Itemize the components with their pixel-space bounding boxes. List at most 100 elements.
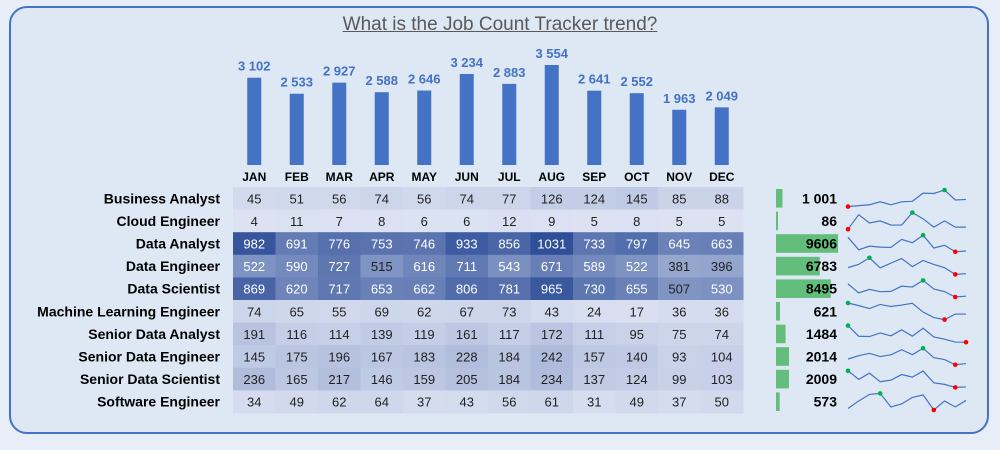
heatmap-cell-value: 522	[243, 259, 265, 274]
heatmap-cell	[573, 367, 616, 391]
heatmap-cell-value: 159	[413, 372, 435, 387]
bar-value-label: 2 552	[620, 74, 653, 89]
bar-value-label: 2 049	[705, 88, 738, 103]
heatmap-cell-value: 36	[672, 304, 686, 319]
bar-value-label: 2 883	[493, 65, 526, 80]
heatmap-cell	[360, 187, 404, 211]
heatmap-cell	[445, 232, 489, 256]
heatmap-cell-value: 93	[672, 350, 686, 365]
heatmap-cell	[233, 345, 276, 369]
heatmap-cell-value: 653	[371, 282, 393, 297]
heatmap-cell-value: 236	[243, 372, 265, 387]
total-bar	[776, 392, 780, 411]
heatmap-cell	[700, 345, 744, 369]
heatmap-cell-value: 24	[587, 304, 601, 319]
heatmap-cell-value: 157	[583, 350, 605, 365]
heatmap-cell-value: 645	[668, 237, 690, 252]
heatmap-cell	[445, 390, 489, 414]
bar-apr	[374, 92, 389, 165]
heatmap-cell	[488, 187, 531, 211]
heatmap-cell-value: 103	[711, 372, 733, 387]
heatmap-cell-value: 124	[626, 372, 648, 387]
heatmap-cell	[318, 232, 361, 256]
heatmap-cell-value: 73	[502, 304, 516, 319]
heatmap-cell-value: 5	[591, 214, 598, 229]
heatmap-cell-value: 137	[583, 372, 605, 387]
heatmap-cell	[615, 277, 659, 301]
heatmap-cell	[275, 277, 319, 301]
heatmap-cell	[658, 322, 701, 346]
heatmap-cell	[445, 209, 489, 233]
month-label: MAY	[411, 170, 437, 184]
bar-value-label: 2 641	[578, 72, 611, 87]
heatmap-cell	[403, 254, 446, 278]
heatmap-cell	[658, 254, 701, 278]
heatmap-cell-value: 74	[375, 191, 389, 206]
row-label: Business Analyst	[104, 190, 221, 206]
heatmap-cell	[275, 232, 319, 256]
heatmap-cell-value: 616	[413, 259, 435, 274]
heatmap-cell-value: 620	[286, 282, 308, 297]
heatmap-cell	[573, 187, 616, 211]
heatmap-cell-value: 56	[417, 191, 431, 206]
heatmap-cell-value: 49	[290, 395, 304, 410]
heatmap-cell	[318, 345, 361, 369]
heatmap-cell-value: 507	[668, 282, 690, 297]
month-label: DEC	[709, 170, 735, 184]
heatmap-cell-value: 55	[332, 304, 346, 319]
heatmap-cell	[275, 187, 319, 211]
sparkline	[847, 370, 967, 389]
sparkline	[847, 211, 966, 230]
sparkline-high-marker	[845, 300, 851, 306]
heatmap-cell	[275, 322, 319, 346]
sparkline-high-marker	[867, 255, 872, 261]
heatmap-cell	[700, 232, 744, 256]
heatmap-cell	[615, 367, 659, 391]
heatmap-cell	[658, 277, 701, 301]
heatmap-cell	[233, 322, 276, 346]
heatmap-cell-value: 856	[498, 237, 520, 252]
bar-value-label: 2 588	[365, 73, 398, 88]
heatmap-cell-value: 184	[498, 372, 520, 387]
heatmap-cell-value: 140	[626, 350, 648, 365]
heatmap-cell	[530, 277, 574, 301]
heatmap-cell-value: 5	[676, 214, 683, 229]
row-total: 6783	[806, 258, 837, 274]
heatmap-cell-value: 753	[371, 237, 393, 252]
sparkline-high-marker	[845, 368, 851, 374]
bar-value-label: 3 554	[535, 46, 568, 61]
heatmap-cell	[615, 300, 659, 324]
sparkline-low-marker	[845, 204, 851, 209]
heatmap-cell	[403, 367, 446, 391]
bar-may	[417, 90, 432, 165]
heatmap-cell	[615, 390, 659, 414]
heatmap-cell	[318, 300, 361, 324]
sparkline	[847, 347, 967, 366]
month-label: JAN	[242, 170, 266, 184]
heatmap-cell	[445, 367, 489, 391]
heatmap-cell	[233, 209, 276, 233]
row-label: Cloud Engineer	[117, 213, 221, 229]
heatmap-cell-value: 5	[718, 214, 725, 229]
heatmap-cell	[360, 277, 404, 301]
bar-aug	[544, 65, 559, 165]
heatmap-cell	[658, 232, 701, 256]
heatmap-cell-value: 776	[328, 237, 350, 252]
heatmap-cell-value: 727	[328, 259, 350, 274]
heatmap-cell-value: 217	[328, 372, 350, 387]
month-label: OCT	[624, 170, 650, 184]
heatmap-cell-value: 145	[626, 191, 648, 206]
heatmap-cell-value: 175	[286, 350, 308, 365]
heatmap-cell	[275, 345, 319, 369]
heatmap-cell	[530, 390, 574, 414]
sparkline-high-marker	[877, 391, 883, 396]
row-label: Data Engineer	[126, 258, 221, 274]
heatmap-cell	[573, 254, 616, 278]
sparkline-high-marker	[920, 345, 926, 351]
heatmap-cell-value: 45	[247, 191, 261, 206]
heatmap-cell-value: 64	[375, 395, 389, 410]
heatmap-cell-value: 196	[328, 350, 350, 365]
heatmap-cell-value: 7	[336, 214, 343, 229]
bar-jan	[247, 77, 262, 165]
heatmap-cell	[700, 277, 744, 301]
